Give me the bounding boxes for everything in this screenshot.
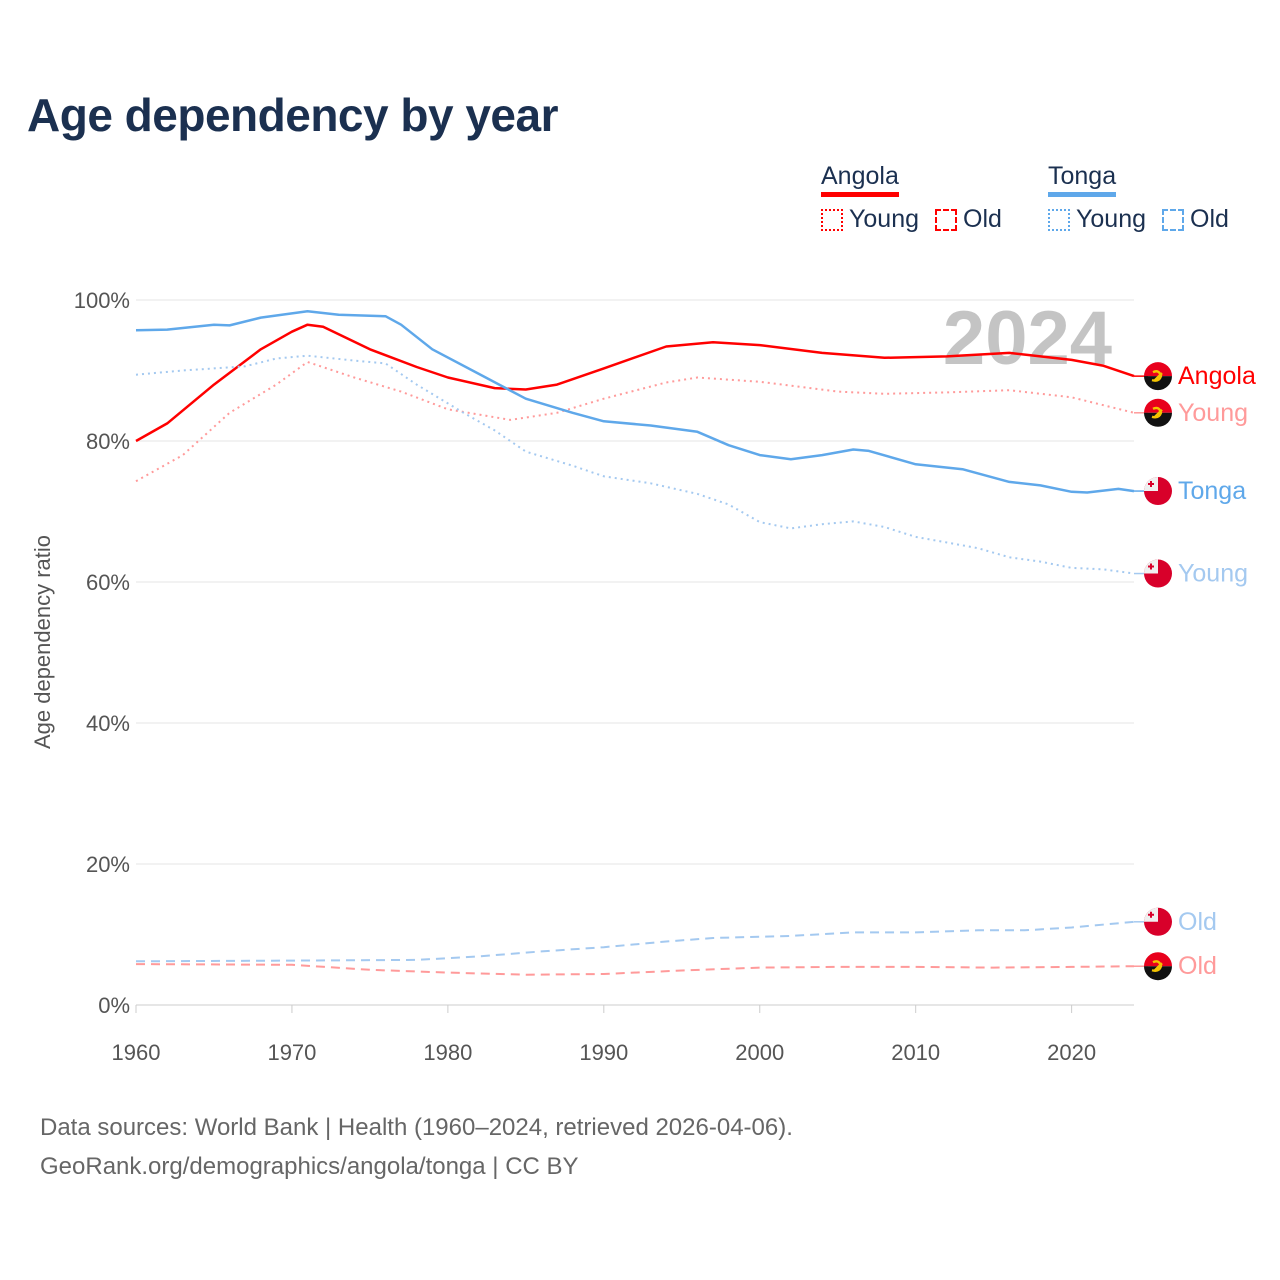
series-line-angola-old [135, 963, 1135, 976]
tonga-cross-icon [1148, 911, 1154, 918]
series-line-tonga-old [135, 920, 1135, 963]
angola-emblem-icon [1151, 370, 1163, 382]
source-line-1: Data sources: World Bank | Health (1960–… [40, 1114, 793, 1141]
angola-emblem-icon [1151, 960, 1163, 973]
source-note: Data sources: World Bank | Health (1960–… [40, 1108, 793, 1186]
end-label-text: Young [1178, 560, 1248, 588]
x-tick-label: 1990 [579, 1040, 628, 1065]
y-tick-label: 100% [74, 288, 130, 313]
legend-tonga[interactable]: Tonga Young Old [1048, 162, 1229, 234]
x-tick-label: 1980 [423, 1040, 472, 1065]
legend-angola-old: Old [963, 205, 1002, 233]
y-tick-label: 80% [86, 429, 130, 454]
legend-tonga-young: Young [1076, 205, 1146, 233]
x-tick-label: 2010 [891, 1040, 940, 1065]
x-tick-label: 2000 [735, 1040, 784, 1065]
dotted-swatch-icon [1048, 208, 1070, 231]
angola-flag-icon [1144, 952, 1172, 967]
angola-flag-icon [1144, 376, 1172, 391]
angola-flag-icon [1144, 412, 1172, 427]
source-line-2[interactable]: GeoRank.org/demographics/angola/tonga | … [40, 1153, 579, 1180]
y-tick-label: 20% [86, 852, 130, 877]
legend-angola-young: Young [849, 205, 919, 233]
dotted-swatch-icon [821, 208, 843, 231]
x-tick-label: 1960 [112, 1040, 161, 1065]
year-watermark: 2024 [943, 296, 1112, 381]
end-label-tonga: Tonga [1134, 477, 1246, 506]
x-tick-label: 1970 [267, 1040, 316, 1065]
dashed-swatch-icon [935, 208, 957, 231]
angola-flag-icon [1144, 398, 1172, 413]
tonga-cross-icon [1148, 563, 1154, 570]
chart-title: Age dependency by year [27, 89, 558, 141]
end-label-text: Tonga [1178, 477, 1246, 505]
end-label-angola: Angola [1134, 362, 1256, 391]
y-axis-label: Age dependency ratio [30, 535, 55, 749]
angola-emblem-icon [1151, 406, 1163, 419]
end-label-tonga-young: Young [1134, 559, 1248, 588]
angola-flag-icon [1144, 362, 1172, 377]
series-line-angola-young [135, 361, 1135, 483]
tonga-cross-icon [1148, 481, 1154, 488]
end-label-tonga-old: Old [1134, 907, 1217, 936]
dashed-swatch-icon [1162, 208, 1184, 231]
series-line-tonga [135, 310, 1135, 494]
legend-angola[interactable]: Angola Young Old [821, 162, 1002, 234]
end-label-text: Old [1178, 952, 1217, 980]
x-tick-label: 2020 [1047, 1040, 1096, 1065]
end-label-text: Old [1178, 908, 1217, 936]
legend-angola-title: Angola [821, 162, 899, 197]
y-tick-label: 60% [86, 570, 130, 595]
end-label-angola-old: Old [1134, 952, 1217, 981]
legend-tonga-old: Old [1190, 205, 1229, 233]
angola-flag-icon [1144, 966, 1172, 981]
series-line-tonga-young [135, 354, 1135, 575]
series-line-angola [135, 323, 1135, 443]
legend-tonga-title: Tonga [1048, 162, 1117, 197]
y-tick-label: 0% [98, 993, 130, 1018]
end-label-angola-young: Young [1134, 398, 1248, 427]
end-label-text: Angola [1178, 362, 1256, 390]
end-label-text: Young [1178, 399, 1248, 427]
y-tick-label: 40% [86, 711, 130, 736]
